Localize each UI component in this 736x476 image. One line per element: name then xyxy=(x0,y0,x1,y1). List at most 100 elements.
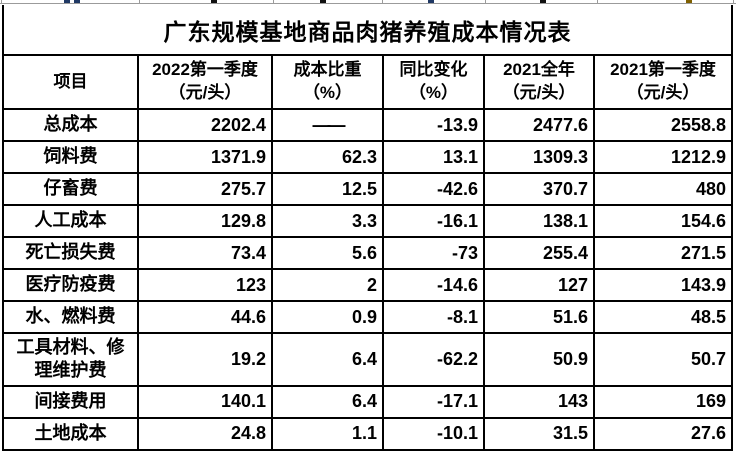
value-cell[interactable]: 140.1 xyxy=(137,384,273,419)
col-header-label: 2021全年 xyxy=(503,60,575,80)
clipped-text-fragment xyxy=(74,0,80,3)
value-cell[interactable]: 50.7 xyxy=(592,332,734,387)
value-cell[interactable]: 1371.9 xyxy=(137,140,273,174)
table-row-water-fuel-cost: 水、燃料费 44.6 0.9 -8.1 51.6 48.5 xyxy=(2,300,734,334)
clipped-text-fragment xyxy=(320,0,326,3)
table-row-death-loss-cost: 死亡损失费 73.4 5.6 -73 255.4 271.5 xyxy=(2,236,734,270)
table-row-total-cost: 总成本 2202.4 —— -13.9 2477.6 2558.8 xyxy=(2,108,734,142)
table-row-feed-cost: 饲料费 1371.9 62.3 13.1 1309.3 1212.9 xyxy=(2,140,734,174)
row-label-cell[interactable]: 总成本 xyxy=(2,108,139,142)
col-header-item[interactable]: 项目 xyxy=(2,54,139,110)
table-row-medical-cost: 医疗防疫费 123 2 -14.6 127 143.9 xyxy=(2,268,734,302)
col-header-unit: （%） xyxy=(408,83,459,102)
row-label-cell[interactable]: 水、燃料费 xyxy=(2,300,139,334)
value-cell[interactable]: 123 xyxy=(137,268,273,302)
value-cell[interactable]: 31.5 xyxy=(483,416,595,451)
gridline-tick xyxy=(733,0,734,4)
row-label-cell[interactable]: 医疗防疫费 xyxy=(2,268,139,302)
clipped-text-fragment xyxy=(428,0,434,3)
table-title-cell[interactable]: 广东规模基地商品肉猪养殖成本情况表 xyxy=(1,5,734,56)
value-cell[interactable]: -73 xyxy=(382,236,485,270)
clipped-gridline-row xyxy=(0,0,736,4)
col-header-unit: （元/头） xyxy=(626,83,700,102)
value-cell[interactable]: 12.5 xyxy=(271,172,384,206)
col-header-label: 成本比重 xyxy=(293,60,362,80)
value-cell[interactable]: 1309.3 xyxy=(483,140,595,174)
table-row-land-cost: 土地成本 24.8 1.1 -10.1 31.5 27.6 xyxy=(2,416,734,451)
value-cell[interactable]: 129.8 xyxy=(137,204,273,238)
table-title-row: 广东规模基地商品肉猪养殖成本情况表 xyxy=(1,5,734,56)
value-cell[interactable]: -8.1 xyxy=(382,300,485,334)
value-cell[interactable]: -62.2 xyxy=(382,332,485,387)
row-label-cell[interactable]: 死亡损失费 xyxy=(2,236,139,270)
value-cell[interactable]: 275.7 xyxy=(137,172,273,206)
value-cell[interactable]: 2202.4 xyxy=(137,108,273,142)
value-cell[interactable]: -14.6 xyxy=(382,268,485,302)
col-header-label: 2021第一季度 xyxy=(610,60,716,80)
row-label-cell[interactable]: 人工成本 xyxy=(2,204,139,238)
col-header-unit: （元/头） xyxy=(168,83,242,102)
col-header-2021-full-year[interactable]: 2021全年 （元/头） xyxy=(483,54,595,110)
value-cell[interactable]: 50.9 xyxy=(483,332,595,387)
row-label-cell[interactable]: 饲料费 xyxy=(2,140,139,174)
clipped-text-fragment xyxy=(686,0,692,3)
value-cell[interactable]: 138.1 xyxy=(483,204,595,238)
gridline-tick xyxy=(597,0,598,4)
value-cell[interactable]: 13.1 xyxy=(382,140,485,174)
value-cell[interactable]: 127 xyxy=(483,268,595,302)
value-cell[interactable]: 6.4 xyxy=(271,384,384,419)
value-cell[interactable]: 2 xyxy=(271,268,384,302)
value-cell[interactable]: 62.3 xyxy=(271,140,384,174)
value-cell[interactable]: 1212.9 xyxy=(592,140,734,174)
table-row-labor-cost: 人工成本 129.8 3.3 -16.1 138.1 154.6 xyxy=(2,204,734,238)
value-cell[interactable]: -42.6 xyxy=(382,172,485,206)
value-cell[interactable]: 24.8 xyxy=(137,416,273,451)
value-cell[interactable]: 1.1 xyxy=(271,416,384,451)
col-header-unit: （%） xyxy=(302,83,353,102)
value-cell[interactable]: -16.1 xyxy=(382,204,485,238)
gridline-tick xyxy=(382,0,383,4)
value-cell[interactable]: 0.9 xyxy=(271,300,384,334)
gridline-tick xyxy=(273,0,274,4)
row-label-cell[interactable]: 仔畜费 xyxy=(2,172,139,206)
table-row-piglet-cost: 仔畜费 275.7 12.5 -42.6 370.7 480 xyxy=(2,172,734,206)
value-cell[interactable]: 6.4 xyxy=(271,332,384,387)
value-cell[interactable]: 27.6 xyxy=(592,416,734,451)
value-cell[interactable]: 2558.8 xyxy=(592,108,734,142)
table-row-tools-repair-cost: 工具材料、修理维护费 19.2 6.4 -62.2 50.9 50.7 xyxy=(2,332,734,387)
gridline-tick xyxy=(139,0,140,4)
value-cell[interactable]: 19.2 xyxy=(137,332,273,387)
row-label-cell[interactable]: 间接费用 xyxy=(2,384,139,419)
value-cell[interactable]: 44.6 xyxy=(137,300,273,334)
value-cell[interactable]: 143 xyxy=(483,384,595,419)
value-cell[interactable]: 255.4 xyxy=(483,236,595,270)
table-row-indirect-cost: 间接费用 140.1 6.4 -17.1 143 169 xyxy=(2,384,734,419)
value-cell[interactable]: -17.1 xyxy=(382,384,485,419)
col-header-label: 同比变化 xyxy=(399,60,468,80)
row-label-cell[interactable]: 工具材料、修理维护费 xyxy=(2,332,139,387)
value-cell[interactable]: 5.6 xyxy=(271,236,384,270)
value-cell[interactable]: 271.5 xyxy=(592,236,734,270)
value-cell[interactable]: 3.3 xyxy=(271,204,384,238)
value-cell[interactable]: -10.1 xyxy=(382,416,485,451)
col-header-yoy-change[interactable]: 同比变化 （%） xyxy=(382,54,485,110)
value-cell[interactable]: 48.5 xyxy=(592,300,734,334)
value-cell[interactable]: 143.9 xyxy=(592,268,734,302)
value-cell[interactable]: 169 xyxy=(592,384,734,419)
col-header-2021-q1[interactable]: 2021第一季度 （元/头） xyxy=(592,54,734,110)
value-cell[interactable]: 480 xyxy=(592,172,734,206)
value-cell[interactable]: 51.6 xyxy=(483,300,595,334)
value-cell[interactable]: 370.7 xyxy=(483,172,595,206)
value-cell-dash[interactable]: —— xyxy=(271,108,384,142)
clipped-text-fragment xyxy=(540,0,546,3)
pig-cost-table: 广东规模基地商品肉猪养殖成本情况表 项目 2022第一季度 （元/头） 成本比重… xyxy=(1,5,734,451)
value-cell[interactable]: 73.4 xyxy=(137,236,273,270)
col-header-cost-share[interactable]: 成本比重 （%） xyxy=(271,54,384,110)
value-cell[interactable]: -13.9 xyxy=(382,108,485,142)
value-cell[interactable]: 154.6 xyxy=(592,204,734,238)
gridline-tick xyxy=(485,0,486,4)
row-label-cell[interactable]: 土地成本 xyxy=(2,416,139,451)
gridline-tick xyxy=(1,0,2,4)
value-cell[interactable]: 2477.6 xyxy=(483,108,595,142)
col-header-2022-q1[interactable]: 2022第一季度 （元/头） xyxy=(137,54,273,110)
